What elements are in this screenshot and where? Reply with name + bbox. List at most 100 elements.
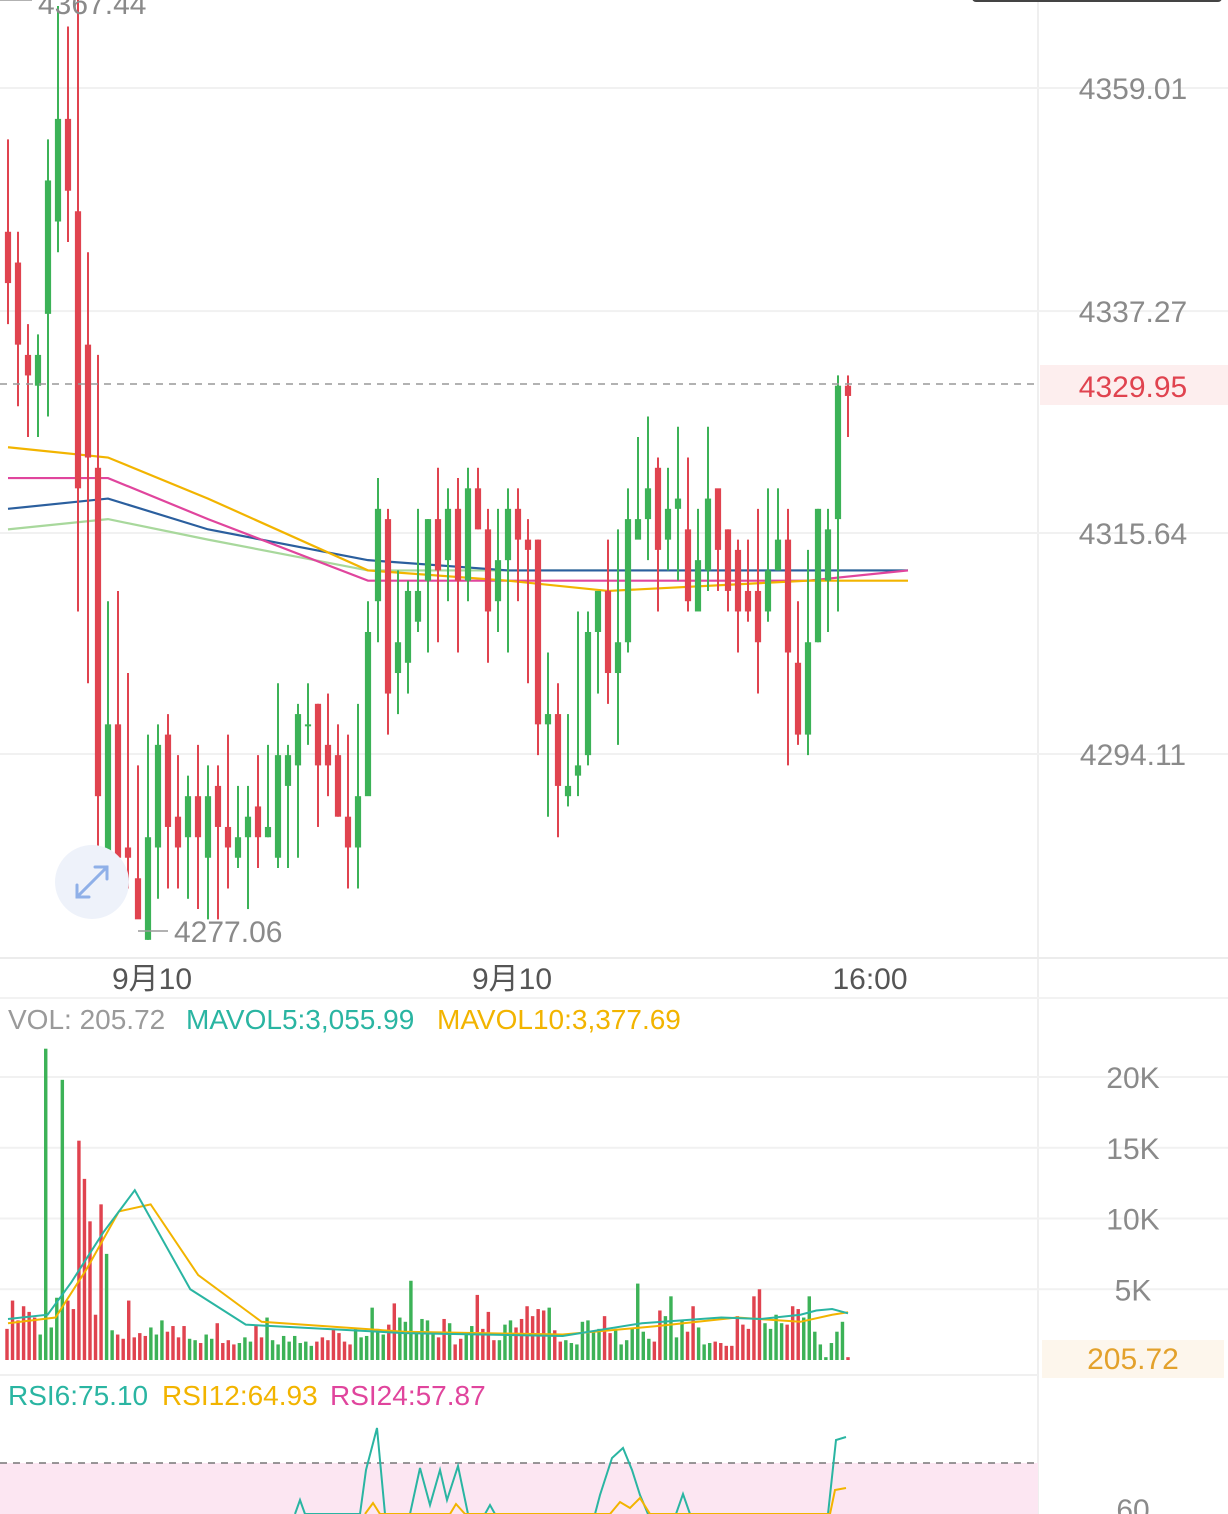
- volume-bar: [143, 1335, 148, 1360]
- volume-bar: [752, 1296, 756, 1360]
- price-axis: 4359.01 4337.27 4315.64 4294.11: [1079, 73, 1187, 772]
- volume-bar: [785, 1324, 789, 1360]
- candle-body: [834, 385, 842, 520]
- volume-bar: [342, 1341, 347, 1360]
- volume-bar: [82, 1178, 87, 1360]
- candle-body: [654, 467, 662, 550]
- candle-body: [214, 785, 222, 827]
- volume-bar: [829, 1343, 834, 1360]
- volume-bar: [647, 1338, 651, 1360]
- candle-body: [194, 796, 202, 838]
- volume-bar: [259, 1337, 264, 1360]
- volume-bar: [696, 1327, 701, 1360]
- candle-body: [744, 590, 752, 612]
- volume-bar: [10, 1300, 15, 1360]
- volume-bar: [99, 1204, 103, 1360]
- volume-bar: [49, 1327, 53, 1360]
- volume-bar: [387, 1324, 391, 1360]
- volume-bar: [680, 1320, 684, 1360]
- volume-bar: [320, 1337, 325, 1360]
- volume-bar: [652, 1341, 657, 1360]
- candle-body: [624, 519, 632, 643]
- volume-bar: [138, 1333, 142, 1360]
- time-label-3: 16:00: [832, 963, 907, 996]
- volume-ma10-line: [7, 1203, 849, 1336]
- candle-body: [484, 529, 492, 612]
- volume-bar: [835, 1331, 839, 1360]
- volume-bar: [66, 1300, 70, 1360]
- volume-bar: [132, 1337, 136, 1360]
- candle-body: [234, 837, 242, 858]
- candle-body: [4, 231, 12, 284]
- volume-bar: [569, 1343, 574, 1360]
- volume-bar: [71, 1309, 76, 1360]
- candle-body: [144, 837, 152, 940]
- volume-bar: [486, 1311, 491, 1360]
- volume-bar: [464, 1334, 468, 1360]
- candle-body: [514, 508, 522, 540]
- volume-bar: [564, 1340, 568, 1360]
- volume-current-tag-bg: [1042, 1340, 1224, 1378]
- rsi-panel[interactable]: RSI6:75.10 RSI12:64.93 RSI24:57.87 60: [0, 1380, 1150, 1514]
- volume-bar: [232, 1344, 236, 1360]
- volume-bar: [481, 1328, 485, 1360]
- volume-bar: [210, 1338, 214, 1360]
- volume-bar: [88, 1221, 92, 1360]
- top-edge-control[interactable]: [972, 0, 1222, 2]
- volume-bar: [757, 1289, 762, 1360]
- volume-bar: [591, 1331, 596, 1360]
- volume-bar: [226, 1340, 231, 1360]
- candle-body: [504, 508, 512, 561]
- volume-axis: 20K 15K 10K 5K: [1106, 1062, 1159, 1307]
- volume-bar: [204, 1334, 208, 1360]
- volume-grid: [0, 1076, 1228, 1291]
- volume-bar: [707, 1343, 712, 1360]
- volume-bar: [104, 1253, 109, 1360]
- volume-bar: [270, 1340, 275, 1360]
- candle-body: [814, 508, 822, 643]
- volume-bar: [370, 1307, 374, 1360]
- volume-bar: [292, 1335, 297, 1360]
- last-price-tag-bg: [1040, 365, 1228, 405]
- candle-body: [594, 590, 602, 632]
- price-tick-label: 4337.27: [1079, 296, 1187, 329]
- candle-body: [224, 826, 232, 848]
- volume-bar: [304, 1341, 308, 1360]
- volume-bar: [115, 1334, 120, 1360]
- volume-bar: [187, 1338, 192, 1360]
- candle-body: [404, 590, 412, 663]
- volume-bar: [558, 1341, 563, 1360]
- candle-body: [74, 211, 82, 489]
- volume-bar: [674, 1337, 679, 1360]
- volume-bar: [470, 1326, 474, 1360]
- volume-bar: [636, 1283, 640, 1360]
- volume-bar: [21, 1306, 26, 1360]
- candle-body: [174, 816, 182, 848]
- candle-body: [724, 529, 732, 591]
- candle-body: [54, 118, 62, 222]
- volume-bar: [414, 1331, 419, 1360]
- candle-body: [254, 806, 262, 838]
- time-label-1: 9月10: [112, 963, 192, 996]
- volume-bar: [121, 1338, 125, 1360]
- volume-bar: [641, 1331, 645, 1360]
- volume-bar: [685, 1331, 690, 1360]
- volume-bar: [16, 1320, 20, 1360]
- volume-bar: [265, 1317, 269, 1360]
- expand-chart-button[interactable]: [55, 845, 129, 919]
- candle-body: [844, 385, 852, 396]
- volume-bar: [276, 1344, 280, 1360]
- candle-body: [754, 590, 762, 643]
- volume-bar: [403, 1321, 408, 1360]
- volume-panel[interactable]: VOL: 205.72 MAVOL5:3,055.99 MAVOL10:3,37…: [0, 1004, 1228, 1378]
- volume-bar: [38, 1334, 42, 1360]
- candle-body: [124, 847, 132, 858]
- volume-bar: [503, 1324, 507, 1360]
- volume-bar: [248, 1341, 253, 1360]
- volume-bar: [602, 1316, 607, 1360]
- candle-body: [204, 796, 212, 858]
- rsi-overbought-zone: [0, 1463, 1038, 1514]
- volume-bar: [287, 1341, 291, 1360]
